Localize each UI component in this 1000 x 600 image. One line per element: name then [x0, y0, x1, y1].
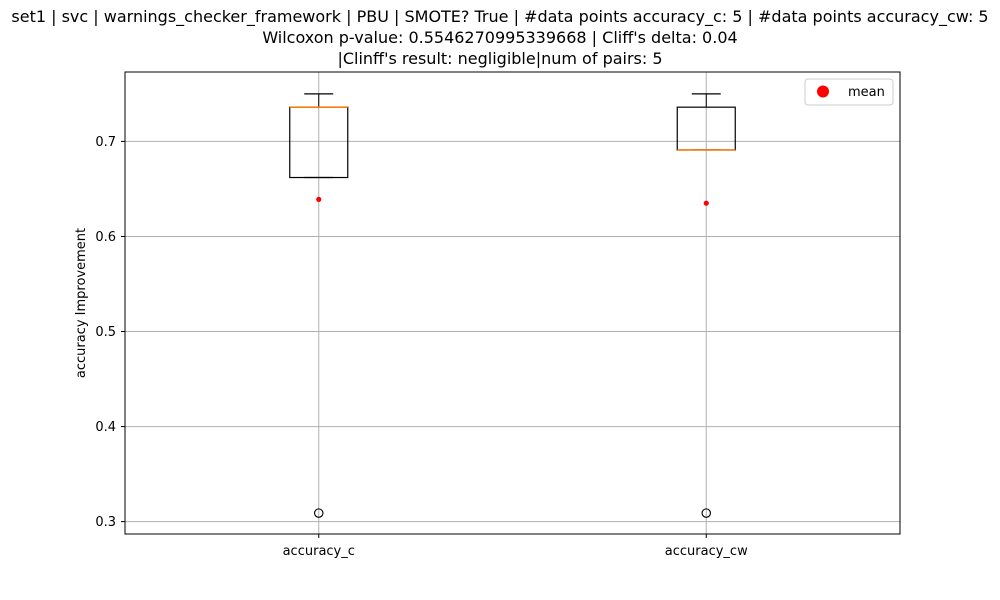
y-tick-label: 0.5	[95, 325, 116, 340]
chart-title-line-3: |Clinff's result: negligible|num of pair…	[337, 49, 663, 68]
grid	[125, 72, 900, 534]
y-tick-label: 0.3	[95, 515, 116, 530]
outlier-point	[313, 508, 324, 518]
y-axis-label: accuracy Improvement	[74, 228, 89, 378]
mean-point	[703, 200, 709, 206]
box-group-accuracy_c	[289, 93, 349, 518]
chart-title-line-2: Wilcoxon p-value: 0.5546270995339668 | C…	[262, 28, 738, 47]
outlier-point	[701, 508, 711, 518]
mean-point	[316, 196, 322, 202]
legend: mean	[804, 78, 894, 106]
legend-frame	[804, 78, 894, 106]
y-tick-label: 0.4	[95, 420, 116, 435]
x-tick-label: accuracy_c	[283, 544, 355, 559]
plot-marks	[289, 93, 736, 518]
x-tick-label: accuracy_cw	[665, 544, 748, 559]
axes: 0.3 0.4 0.5 0.6 0.7 accuracy_c accuracy_cw	[95, 135, 748, 559]
box-group-accuracy_cw	[676, 93, 736, 518]
chart-title-line-1: set1 | svc | warnings_checker_framework …	[11, 7, 989, 26]
y-tick-label: 0.7	[95, 135, 116, 150]
legend-mean-label: mean	[848, 85, 885, 100]
y-tick-label: 0.6	[95, 230, 116, 245]
legend-mean-marker	[817, 85, 829, 98]
plot-frame	[124, 71, 901, 535]
